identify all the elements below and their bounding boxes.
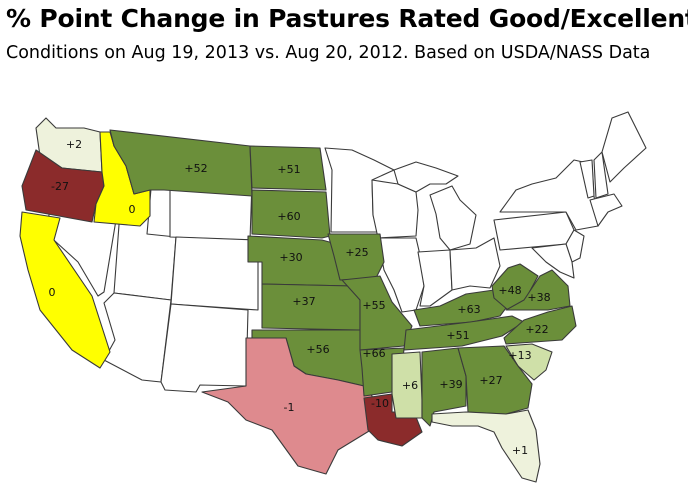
state-va — [505, 269, 571, 311]
label-ms: +6 — [402, 379, 418, 392]
label-al: +39 — [439, 378, 462, 391]
label-ok: +56 — [306, 343, 329, 356]
label-ca: 0 — [49, 286, 56, 299]
label-mt: +52 — [184, 162, 207, 175]
state-sd — [251, 189, 331, 239]
label-wa: +2 — [66, 138, 82, 151]
label-ky: +63 — [457, 303, 480, 316]
state-oh — [449, 237, 501, 291]
state-tn — [403, 315, 525, 351]
label-or: -27 — [51, 180, 69, 193]
state-mi — [429, 185, 477, 251]
state-nd — [249, 145, 327, 191]
state-nh — [593, 151, 609, 199]
map-title: % Point Change in Pastures Rated Good/Ex… — [6, 4, 688, 33]
state-value-labels: +2 -27 0 0 +52 +51 +60 +30 +37 +56 -1 +2… — [49, 138, 551, 457]
state-ma-ri-ct — [589, 193, 623, 227]
label-wv: +48 — [498, 284, 521, 297]
label-mo: +55 — [362, 299, 385, 312]
state-nm — [160, 303, 249, 393]
reported-states — [19, 117, 577, 483]
label-sc: +13 — [508, 349, 531, 362]
state-mi-up — [393, 161, 459, 193]
state-ga — [457, 345, 533, 415]
state-tx — [201, 337, 375, 475]
state-nj — [565, 229, 585, 263]
state-ca — [19, 211, 111, 369]
state-fl — [431, 409, 541, 483]
state-az — [103, 292, 172, 383]
state-md-de — [531, 243, 575, 279]
state-in — [417, 249, 453, 307]
label-sd: +60 — [277, 210, 300, 223]
label-tx: -1 — [284, 401, 295, 414]
label-ne: +30 — [279, 251, 302, 264]
state-co — [170, 236, 259, 311]
label-la: -10 — [371, 397, 389, 410]
state-la — [363, 393, 423, 447]
state-vt — [579, 159, 595, 199]
label-fl: +1 — [512, 444, 528, 457]
map-subtitle: Conditions on Aug 19, 2013 vs. Aug 20, 2… — [6, 43, 651, 63]
label-tn: +51 — [446, 329, 469, 342]
label-nd: +51 — [277, 163, 300, 176]
label-nc: +22 — [525, 323, 548, 336]
label-id: 0 — [129, 203, 136, 216]
label-ks: +37 — [292, 295, 315, 308]
label-ga: +27 — [479, 374, 502, 387]
state-mt — [109, 129, 253, 197]
state-nc — [503, 305, 577, 345]
label-ia: +25 — [345, 246, 368, 259]
label-ar: +66 — [362, 347, 385, 360]
label-va: +38 — [527, 291, 550, 304]
state-me — [601, 111, 647, 183]
